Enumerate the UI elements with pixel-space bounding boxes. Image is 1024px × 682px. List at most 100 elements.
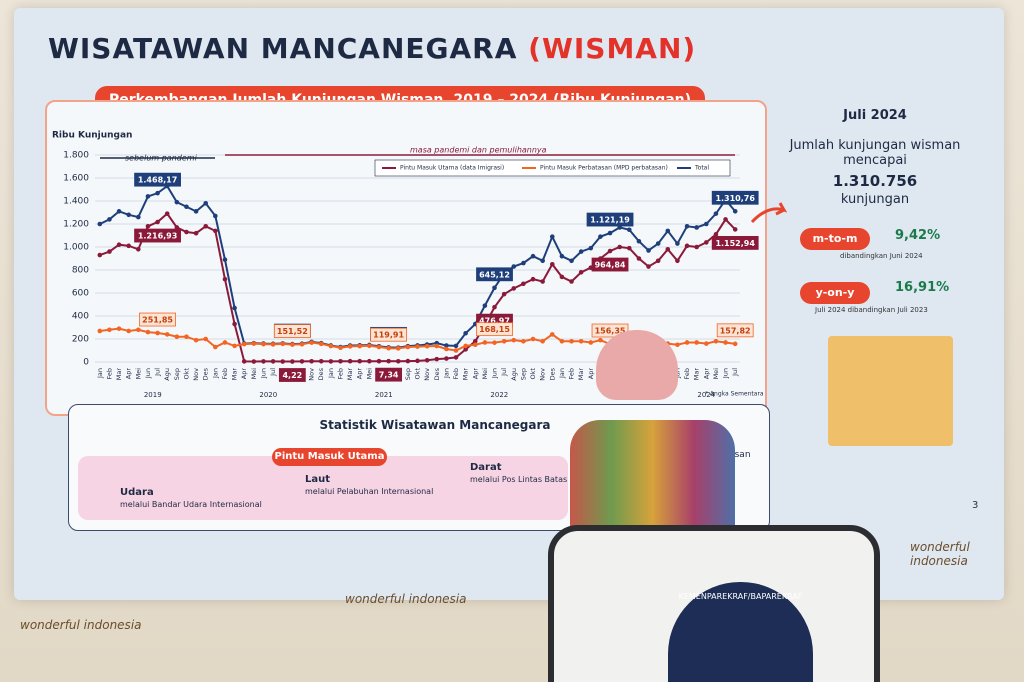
point [434, 343, 440, 349]
point [530, 276, 536, 282]
arrow [750, 202, 788, 224]
value-label: 168,15 [479, 325, 510, 334]
point [309, 340, 314, 345]
point [299, 359, 305, 364]
point [203, 201, 209, 206]
point [704, 341, 709, 346]
x-tick-label: Apr [702, 368, 710, 380]
value-label: 119,91 [373, 331, 404, 340]
point [549, 261, 555, 267]
point [424, 357, 430, 363]
point [395, 359, 401, 364]
point [424, 343, 430, 349]
point [626, 245, 632, 251]
point [213, 228, 218, 234]
point [386, 345, 391, 351]
point [328, 359, 334, 364]
point [655, 241, 661, 246]
x-tick-label: Jan [96, 368, 104, 379]
x-tick-label: Feb [568, 368, 576, 380]
point [463, 347, 468, 352]
value-label: 1.216,93 [138, 232, 177, 241]
value-label: 4,22 [282, 371, 302, 380]
point [174, 225, 180, 230]
x-tick-label: Apr [356, 368, 364, 380]
point [126, 328, 131, 334]
legend-label: Pintu Masuk Perbatasan (MPD perbatasan) [540, 165, 668, 172]
point [578, 249, 584, 254]
x-tick-label: Des [548, 367, 556, 380]
x-tick-label: Nov [192, 368, 200, 381]
point [184, 334, 189, 340]
point [251, 341, 257, 346]
point [482, 340, 488, 345]
point [578, 270, 584, 275]
point [463, 330, 468, 336]
point [299, 341, 305, 347]
period: Juli 2024 [843, 108, 907, 123]
x-tick-label: Sep [404, 368, 412, 380]
point [713, 211, 719, 216]
entry-box [78, 456, 568, 520]
point [569, 279, 574, 284]
x-tick-label: Feb [221, 368, 229, 380]
value-label-bg [134, 172, 181, 187]
point [232, 305, 237, 311]
sea-desc: melalui Pelabuhan Internasional [305, 487, 434, 496]
point [367, 343, 372, 349]
x-tick-label: Jun [144, 368, 152, 379]
point [107, 327, 112, 333]
point [290, 342, 295, 347]
point [453, 355, 459, 360]
yoy-value: 16,91% [895, 280, 950, 295]
point [732, 227, 738, 232]
point [492, 304, 497, 310]
x-tick-label: Feb [105, 368, 113, 380]
point [357, 343, 363, 349]
mtm-note: dibandingkan Juni 2024 [840, 252, 923, 260]
point [559, 274, 565, 280]
point [261, 341, 266, 347]
point [684, 340, 690, 345]
x-tick-label: Des [433, 367, 441, 380]
point [694, 244, 699, 250]
point [540, 258, 545, 264]
point [280, 359, 286, 364]
point [155, 190, 160, 196]
legend-box [374, 159, 731, 177]
x-tick-label: Jul [269, 368, 277, 377]
x-tick-label: Mei [134, 368, 142, 380]
x-tick-label: Agu [510, 368, 518, 381]
y-tick-label: 400 [72, 312, 89, 322]
point [136, 214, 141, 220]
point [521, 260, 526, 266]
value-label-bg [591, 257, 629, 272]
x-tick-label: Mar [115, 368, 123, 381]
point [636, 256, 642, 261]
x-tick-label: Apr [587, 368, 595, 380]
point [617, 244, 622, 250]
x-tick-label: Mei [365, 368, 373, 380]
point [415, 344, 420, 349]
point [318, 341, 324, 347]
point [184, 204, 189, 210]
y-tick-label: 600 [72, 289, 89, 299]
value-label-bg [139, 312, 176, 327]
mtm-value: 9,42% [895, 228, 941, 243]
point [598, 234, 603, 239]
x-tick-label: Okt [414, 368, 422, 380]
point [174, 199, 180, 205]
value-label: 1.310,76 [715, 194, 755, 203]
y-tick-label: 0 [83, 358, 89, 368]
year-label: 2022 [490, 391, 508, 399]
x-tick-label: Jul [731, 368, 739, 377]
value-label: 476,97 [479, 317, 510, 326]
land-desc: melalui Pos Lintas Batas [470, 475, 568, 484]
title-main: WISATAWAN MANCANEGARA [48, 32, 518, 65]
point [607, 230, 613, 236]
point [405, 358, 411, 364]
x-tick-label: Feb [336, 368, 344, 380]
legend-label: Total [694, 165, 709, 172]
point [588, 245, 594, 251]
point [723, 217, 728, 222]
